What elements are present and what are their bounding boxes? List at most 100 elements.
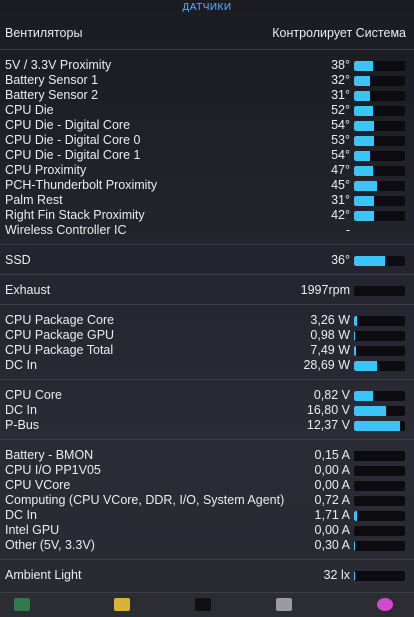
sensor-row[interactable]: Other (5V, 3.3V) 0,30 A (0, 538, 414, 553)
sensor-row[interactable]: DC In 16,80 V (0, 403, 414, 418)
sensor-level-bar (354, 91, 405, 101)
sensor-label: DC In (5, 508, 37, 522)
sensor-value: 28,69 W (303, 358, 350, 372)
eject-icon[interactable] (276, 598, 292, 611)
sensor-row[interactable]: Wireless Controller IC - (0, 223, 414, 238)
sensor-level-fill (354, 331, 356, 341)
sensor-label: CPU Core (5, 388, 62, 402)
sensor-level-bar (354, 286, 405, 296)
sensor-label: SSD (5, 253, 31, 267)
sensor-value: 1997rpm (300, 283, 350, 297)
sensor-row[interactable]: 5V / 3.3V Proximity 38° (0, 58, 414, 73)
sensor-row[interactable]: Battery Sensor 1 32° (0, 73, 414, 88)
fans-header[interactable]: Вентиляторы Контролирует Система (0, 20, 414, 48)
sensor-level-bar (354, 571, 405, 581)
sensor-row[interactable]: CPU Die - Digital Core 1 54° (0, 148, 414, 163)
sensor-row[interactable]: Computing (CPU VCore, DDR, I/O, System A… (0, 493, 414, 508)
sensor-level-bar (354, 331, 405, 341)
sensor-level-bar (354, 121, 405, 131)
sensor-value: 38° (331, 58, 350, 72)
terminal-icon[interactable] (195, 598, 211, 611)
sensor-level-bar (354, 151, 405, 161)
sensor-label: CPU Proximity (5, 163, 87, 177)
sensor-value: 0,15 A (314, 448, 350, 462)
sensor-row[interactable]: P-Bus 12,37 V (0, 418, 414, 433)
sensor-level-bar (354, 256, 405, 266)
sensor-label: Battery Sensor 2 (5, 88, 99, 102)
sensor-row[interactable]: DC In 28,69 W (0, 358, 414, 373)
sensor-label: Wireless Controller IC (5, 223, 127, 237)
sensor-label: CPU Package Core (5, 313, 115, 327)
sensor-value: 54° (331, 118, 350, 132)
sensor-value: 0,00 A (314, 523, 350, 537)
sensor-level-fill (354, 136, 374, 146)
sensor-level-bar (354, 196, 405, 206)
sensor-row[interactable]: CPU Die - Digital Core 0 53° (0, 133, 414, 148)
sensor-level-bar (354, 136, 405, 146)
section-divider (0, 49, 414, 50)
sensor-level-fill (354, 511, 358, 521)
sensor-value: 0,30 A (314, 538, 350, 552)
color-wheel-icon[interactable] (377, 598, 393, 611)
sensor-row[interactable]: SSD 36° (0, 253, 414, 268)
sensor-row[interactable]: CPU I/O PP1V05 0,00 A (0, 463, 414, 478)
sensor-row[interactable]: Battery - BMON 0,15 A (0, 448, 414, 463)
sensor-label: Intel GPU (5, 523, 60, 537)
sensor-value: 0,98 W (310, 328, 350, 342)
sensor-level-fill (354, 406, 386, 416)
activity-monitor-icon[interactable] (14, 598, 30, 611)
sensor-row[interactable]: CPU Core 0,82 V (0, 388, 414, 403)
sensor-value: 0,00 A (314, 463, 350, 477)
sensor-value: 3,26 W (310, 313, 350, 327)
sensor-value: 54° (331, 148, 350, 162)
sensor-row[interactable]: DC In 1,71 A (0, 508, 414, 523)
sensor-level-bar (354, 181, 405, 191)
sensor-label: Right Fin Stack Proximity (5, 208, 145, 222)
sensor-value: 45° (331, 178, 350, 192)
section-divider (0, 379, 414, 380)
sensor-level-bar (354, 316, 405, 326)
sensor-row[interactable]: CPU VCore 0,00 A (0, 478, 414, 493)
sensor-level-bar (354, 466, 405, 476)
section-divider (0, 304, 414, 305)
sensor-value: 32° (331, 73, 350, 87)
sensor-row[interactable]: CPU Package Total 7,49 W (0, 343, 414, 358)
sensor-label: CPU Die - Digital Core (5, 118, 131, 132)
fans-status[interactable]: Контролирует Система (272, 26, 406, 40)
sensor-row[interactable]: PCH-Thunderbolt Proximity 45° (0, 178, 414, 193)
sensor-level-bar (354, 481, 405, 491)
sensor-level-fill (354, 181, 377, 191)
sensor-level-bar (354, 391, 405, 401)
sensor-label: Ambient Light (5, 568, 82, 582)
sensor-level-bar (354, 511, 405, 521)
sensor-row[interactable]: CPU Die - Digital Core 54° (0, 118, 414, 133)
sensor-label: CPU Die - Digital Core 1 (5, 148, 141, 162)
sensor-label: DC In (5, 403, 37, 417)
sensor-row[interactable]: CPU Package Core 3,26 W (0, 313, 414, 328)
sensor-level-bar (354, 496, 405, 506)
sensor-row[interactable]: Battery Sensor 2 31° (0, 88, 414, 103)
sensor-level-fill (354, 196, 375, 206)
sensor-value: 0,82 V (313, 388, 350, 402)
sensor-level-fill (354, 316, 358, 326)
sensor-value: 16,80 V (306, 403, 350, 417)
sensor-level-bar (354, 451, 405, 461)
sensor-level-bar (354, 76, 405, 86)
sensor-row[interactable]: CPU Package GPU 0,98 W (0, 328, 414, 343)
sensor-row[interactable]: CPU Die 52° (0, 103, 414, 118)
sensor-label: Palm Rest (5, 193, 63, 207)
sensor-row[interactable]: Right Fin Stack Proximity 42° (0, 208, 414, 223)
sensor-label: P-Bus (5, 418, 40, 432)
sensor-row[interactable]: Palm Rest 31° (0, 193, 414, 208)
sensor-row[interactable]: CPU Proximity 47° (0, 163, 414, 178)
sensor-row[interactable]: Ambient Light 32 lx (0, 568, 414, 583)
sensor-value: 1,71 A (314, 508, 350, 522)
sensor-level-fill (354, 256, 385, 266)
sensor-level-bar (354, 106, 405, 116)
console-warning-icon[interactable] (114, 598, 130, 611)
sensor-row[interactable]: Exhaust 1997rpm (0, 283, 414, 298)
sensor-level-fill (354, 61, 374, 71)
sensor-value: 53° (331, 133, 350, 147)
sensor-row[interactable]: Intel GPU 0,00 A (0, 523, 414, 538)
section-divider (0, 559, 414, 560)
